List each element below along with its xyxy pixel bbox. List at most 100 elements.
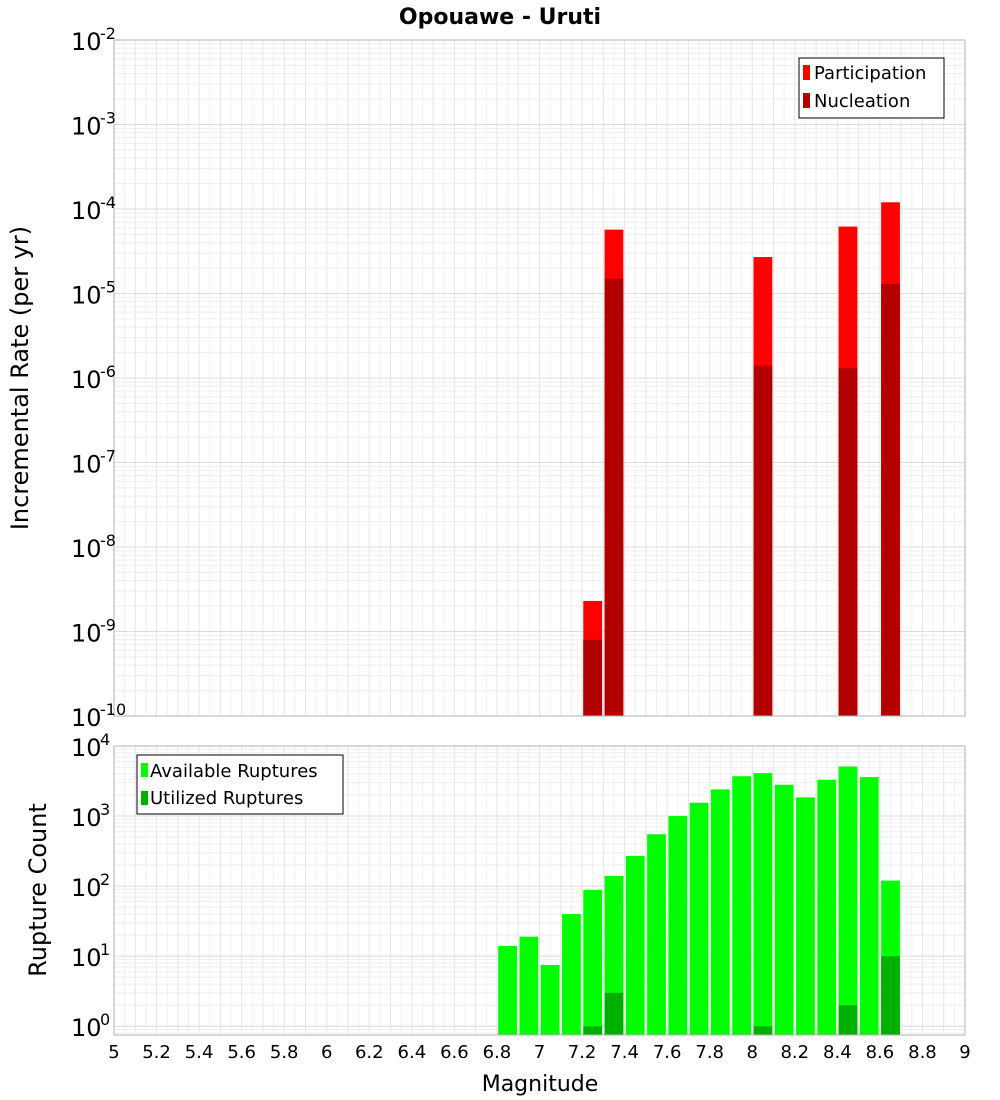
legend-swatch-participation — [803, 65, 810, 80]
x-tick-label-5: 6 — [321, 1042, 332, 1063]
top-y-tick-base-3: 10 — [71, 451, 102, 479]
rupture-bar-0-0 — [498, 945, 517, 1035]
x-tick-label-18: 8.6 — [866, 1042, 895, 1063]
x-tick-label-17: 8.4 — [823, 1042, 852, 1063]
rate-bar-1-2 — [753, 365, 773, 716]
top-y-tick-exponent-5: -5 — [100, 278, 116, 297]
x-axis-label: Magnitude — [482, 1072, 599, 1097]
rupture-bar-0-13 — [774, 784, 794, 1035]
x-tick-label-11: 7.2 — [568, 1042, 597, 1063]
bottom-y-tick-exponent-4: 4 — [100, 730, 110, 749]
top-plot-frame — [113, 39, 966, 717]
rate-bar-1-4 — [881, 283, 900, 716]
rupture-bar-0-1 — [519, 936, 539, 1035]
legend-swatch-available-ruptures — [141, 763, 148, 777]
bottom-bars — [498, 766, 900, 1035]
bottom-legend-box — [136, 754, 344, 815]
rupture-bar-1-4 — [881, 956, 900, 1035]
bottom-y-tick-exponent-0: 0 — [100, 1010, 110, 1029]
rupture-bar-0-16 — [838, 766, 858, 1035]
rupture-bar-0-15 — [817, 779, 837, 1035]
top-y-tick-exponent-4: -6 — [100, 362, 116, 381]
bottom-y-tick-base-3: 10 — [71, 804, 102, 832]
top-y-tick-exponent-6: -4 — [100, 193, 116, 212]
rupture-bar-1-3 — [838, 1005, 858, 1035]
legend-swatch-nucleation — [803, 93, 810, 108]
rate-bar-1-3 — [838, 368, 858, 716]
rupture-bar-0-14 — [796, 797, 815, 1035]
rupture-bar-0-11 — [732, 776, 751, 1035]
x-tick-label-12: 7.4 — [610, 1042, 639, 1063]
x-tick-label-8: 6.6 — [440, 1042, 469, 1063]
rupture-bar-1-2 — [753, 1026, 773, 1035]
top-y-tick-base-5: 10 — [71, 282, 102, 310]
rupture-bar-0-6 — [625, 855, 645, 1035]
top-y-tick-base-1: 10 — [71, 620, 102, 648]
x-tick-label-9: 6.8 — [483, 1042, 512, 1063]
x-tick-label-7: 6.4 — [398, 1042, 427, 1063]
x-tick-label-2: 5.4 — [185, 1042, 214, 1063]
top-y-axis-label: Incremental Rate (per yr) — [6, 226, 34, 530]
top-grid — [113, 39, 966, 717]
top-y-tick-exponent-3: -7 — [100, 447, 116, 466]
bottom-y-tick-exponent-2: 2 — [100, 870, 110, 889]
top-y-tick-base-0: 10 — [71, 704, 102, 732]
top-bars — [583, 202, 900, 716]
bottom-y-tick-exponent-1: 1 — [100, 940, 110, 959]
x-tick-label-15: 8 — [747, 1042, 758, 1063]
top-legend: Participation Nucleation — [798, 57, 945, 119]
x-tick-label-3: 5.6 — [227, 1042, 256, 1063]
bottom-legend: Available Ruptures Utilized Ruptures — [136, 754, 344, 815]
top-y-tick-exponent-2: -8 — [100, 531, 116, 550]
legend-label-nucleation: Nucleation — [814, 91, 910, 112]
bottom-plot-frame — [113, 745, 966, 1036]
top-y-tick-base-4: 10 — [71, 366, 102, 394]
rupture-bar-0-17 — [859, 777, 879, 1035]
x-tick-label-20: 9 — [959, 1042, 970, 1063]
rupture-bar-0-3 — [562, 914, 581, 1035]
top-y-tick-exponent-8: -2 — [100, 24, 116, 43]
rupture-bar-0-12 — [753, 773, 773, 1035]
x-tick-label-4: 5.8 — [270, 1042, 299, 1063]
top-y-tick-base-7: 10 — [71, 113, 102, 141]
top-y-tick-exponent-1: -9 — [100, 616, 116, 635]
legend-swatch-utilized-ruptures — [141, 791, 148, 805]
top-y-tick-base-8: 10 — [71, 28, 102, 56]
legend-label-participation: Participation — [814, 63, 926, 84]
chart-title: Opouawe - Uruti — [399, 5, 601, 30]
rate-bar-1-1 — [604, 278, 624, 716]
x-tick-label-10: 7 — [534, 1042, 545, 1063]
x-tick-label-13: 7.6 — [653, 1042, 682, 1063]
top-y-tick-base-6: 10 — [71, 197, 102, 225]
bottom-y-tick-exponent-3: 3 — [100, 800, 110, 819]
bottom-y-tick-base-1: 10 — [71, 944, 102, 972]
bottom-y-tick-base-4: 10 — [71, 734, 102, 762]
top-y-tick-exponent-7: -3 — [100, 109, 116, 128]
rupture-bar-0-2 — [540, 964, 560, 1035]
top-y-tick-base-2: 10 — [71, 535, 102, 563]
x-tick-label-0: 5 — [108, 1042, 119, 1063]
rupture-bar-1-0 — [583, 1026, 603, 1035]
x-tick-label-14: 7.8 — [695, 1042, 724, 1063]
x-tick-label-6: 6.2 — [355, 1042, 384, 1063]
bottom-y-axis-label: Rupture Count — [24, 803, 52, 977]
x-tick-label-16: 8.2 — [780, 1042, 809, 1063]
top-legend-box — [798, 57, 945, 119]
top-y-tick-exponent-0: -10 — [100, 700, 126, 719]
rupture-bar-0-4 — [583, 890, 603, 1035]
x-tick-label-1: 5.2 — [142, 1042, 171, 1063]
bottom-y-tick-base-0: 10 — [71, 1014, 102, 1042]
rupture-bar-0-7 — [647, 834, 666, 1035]
legend-label-utilized-ruptures: Utilized Ruptures — [150, 788, 303, 809]
rupture-bar-0-9 — [689, 802, 709, 1035]
x-tick-label-19: 8.8 — [908, 1042, 937, 1063]
rupture-bar-0-8 — [668, 816, 688, 1035]
rate-bar-1-0 — [583, 639, 603, 716]
bottom-y-tick-base-2: 10 — [71, 874, 102, 902]
legend-label-available-ruptures: Available Ruptures — [150, 761, 318, 782]
